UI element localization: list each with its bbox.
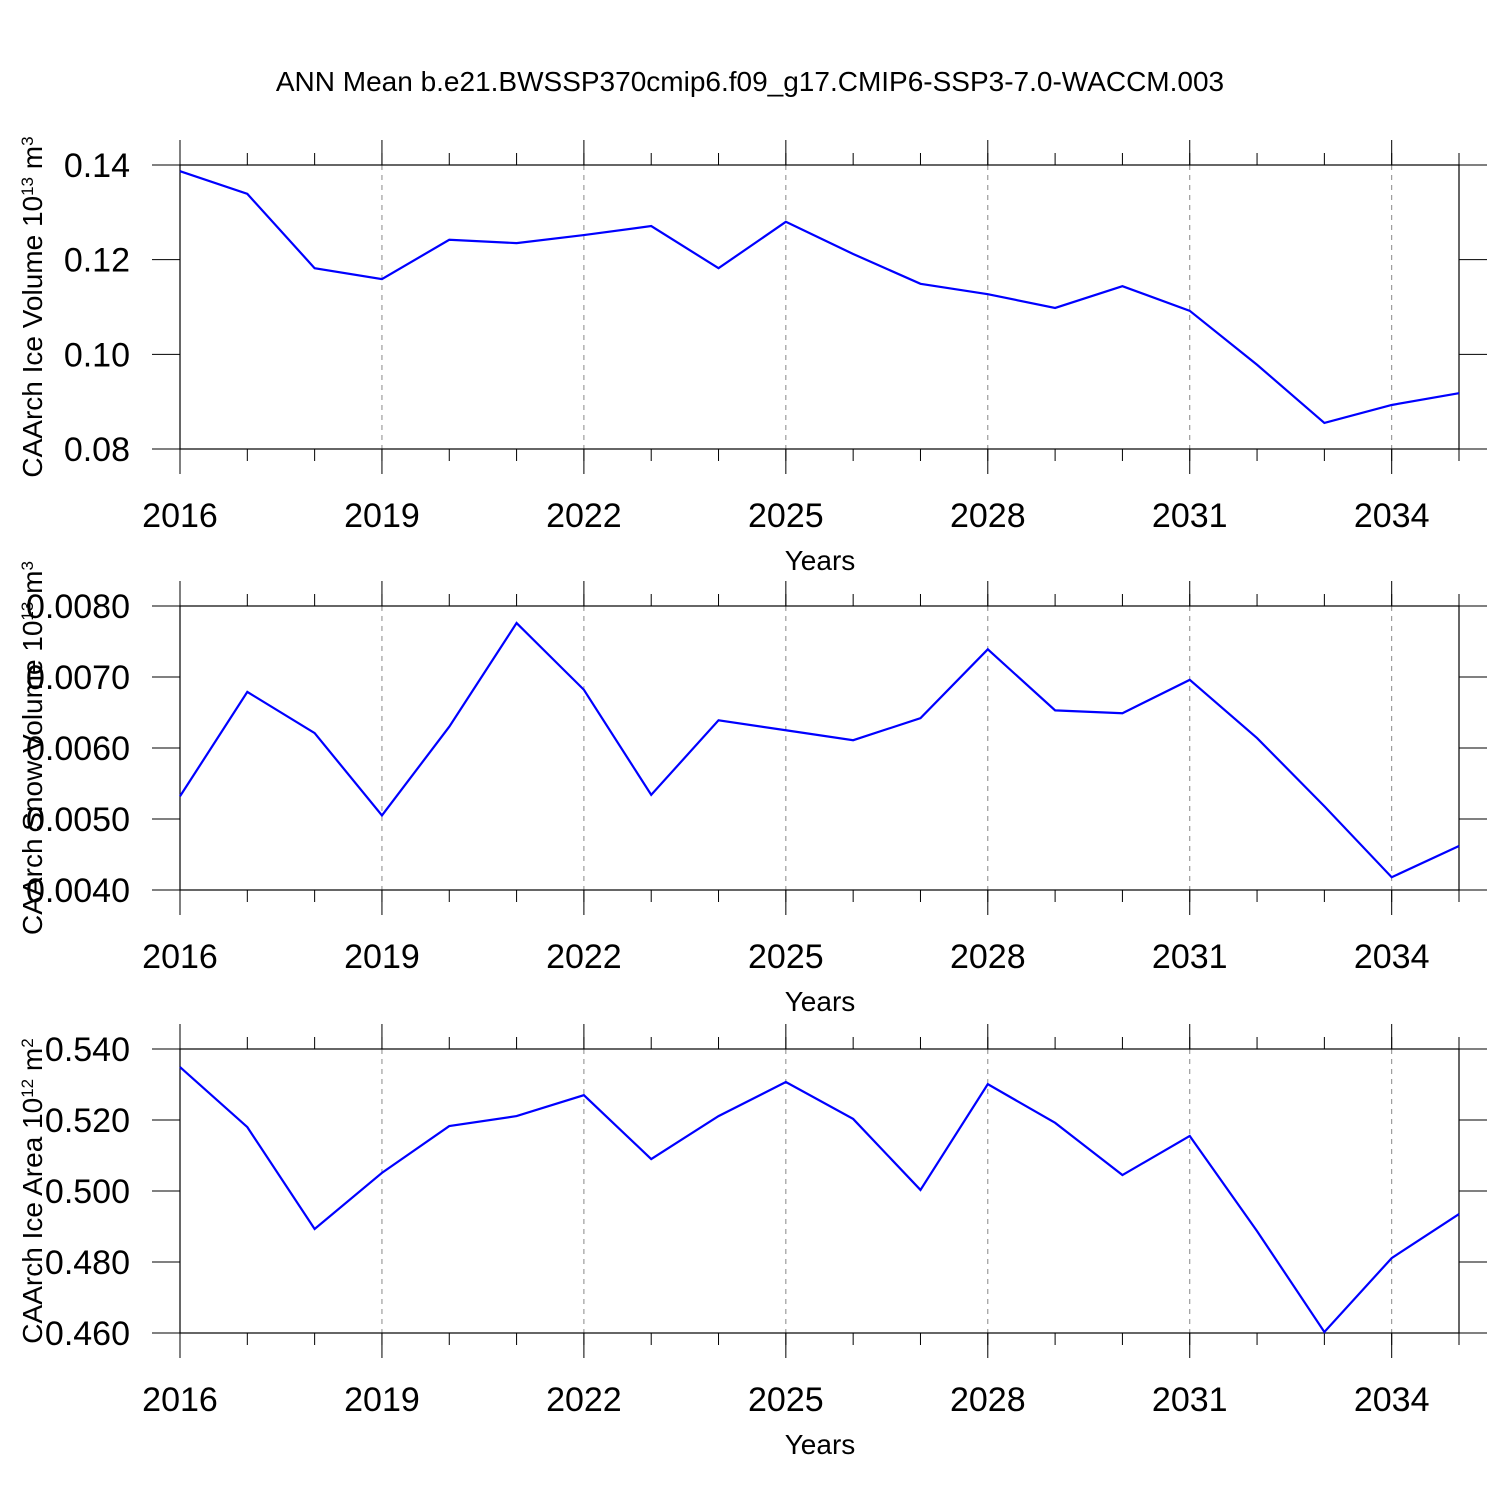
x-tick-label: 2025: [748, 938, 824, 976]
x-tick-label: 2028: [950, 1381, 1026, 1419]
y-tick-label: 0.520: [45, 1102, 130, 1140]
y-axis-label-part: m: [17, 146, 48, 177]
x-tick-label: 2019: [344, 1381, 420, 1419]
x-tick-label: 2031: [1152, 938, 1228, 976]
y-axis-label-exponent: 12: [18, 1079, 37, 1098]
figure-title: ANN Mean b.e21.BWSSP370cmip6.f09_g17.CMI…: [276, 66, 1224, 97]
x-axis-label: Years: [785, 545, 856, 576]
data-line: [179, 1066, 1460, 1334]
y-axis-label-part: m: [17, 571, 48, 602]
y-axis-label-part: m: [17, 1048, 48, 1079]
y-tick-label: 0.0040: [26, 872, 130, 910]
x-tick-label: 2016: [142, 1381, 218, 1419]
x-tick-label: 2019: [344, 497, 420, 535]
x-tick-label: 2016: [142, 938, 218, 976]
y-axis-label: CAArch Ice Volume 1013 m3: [17, 136, 48, 477]
x-tick-label: 2025: [748, 1381, 824, 1419]
x-tick-label: 2022: [546, 938, 622, 976]
y-axis-label: CAArch Snow Volume 1013 m3: [17, 561, 48, 935]
y-axis-label-exponent: 13: [18, 177, 37, 196]
y-tick-label: 0.540: [45, 1031, 130, 1069]
x-tick-label: 2019: [344, 938, 420, 976]
y-axis-label-exponent: 13: [18, 602, 37, 621]
y-tick-label: 0.0050: [26, 801, 130, 839]
x-tick-label: 2016: [142, 497, 218, 535]
y-axis-label-exponent: 3: [18, 561, 37, 570]
y-tick-label: 0.08: [64, 431, 130, 469]
y-axis-label-part: CAArch Ice Volume 10: [17, 196, 48, 478]
x-tick-label: 2022: [546, 1381, 622, 1419]
x-tick-label: 2028: [950, 938, 1026, 976]
y-axis-label-part: CAArch Snow Volume 10: [17, 621, 48, 935]
y-tick-label: 0.0060: [26, 730, 130, 768]
x-tick-label: 2028: [950, 497, 1026, 535]
data-line: [179, 170, 1460, 425]
x-tick-label: 2022: [546, 497, 622, 535]
x-axis-label: Years: [785, 986, 856, 1017]
plot-frame: [179, 605, 1460, 891]
x-axis-label: Years: [785, 1429, 856, 1460]
data-line: [179, 621, 1460, 879]
y-tick-label: 0.0080: [26, 588, 130, 626]
x-tick-label: 2031: [1152, 497, 1228, 535]
x-tick-label: 2031: [1152, 1381, 1228, 1419]
y-axis-label-exponent: 3: [18, 136, 37, 145]
panel: 2016 2019 2022 2025 2028 2031 2034 0.540 0.520 0.…: [17, 1024, 1487, 1460]
y-tick-label: 0.460: [45, 1315, 130, 1353]
y-tick-label: 0.14: [64, 147, 130, 185]
x-tick-label: 2025: [748, 497, 824, 535]
y-tick-label: 0.0070: [26, 659, 130, 697]
plot-frame: [179, 1048, 1460, 1334]
x-tick-label: 2034: [1354, 497, 1430, 535]
plot-frame: [179, 164, 1460, 450]
x-tick-label: 2034: [1354, 1381, 1430, 1419]
x-tick-label: 2034: [1354, 938, 1430, 976]
panel: 2016 2019 2022 2025 2028 2031 2034 0.0080 0.0070…: [17, 561, 1487, 1017]
y-axis-label-part: CAArch Ice Area 10: [17, 1098, 48, 1344]
y-tick-label: 0.10: [64, 336, 130, 374]
y-tick-label: 0.500: [45, 1173, 130, 1211]
y-axis-label-exponent: 2: [18, 1038, 37, 1047]
y-tick-label: 0.480: [45, 1244, 130, 1282]
y-tick-label: 0.12: [64, 242, 130, 280]
y-axis-label: CAArch Ice Area 1012 m2: [17, 1038, 48, 1343]
panel: 2016 2019 2022 2025 2028 2031 2034 0.14 0.12 0.10…: [17, 136, 1487, 576]
